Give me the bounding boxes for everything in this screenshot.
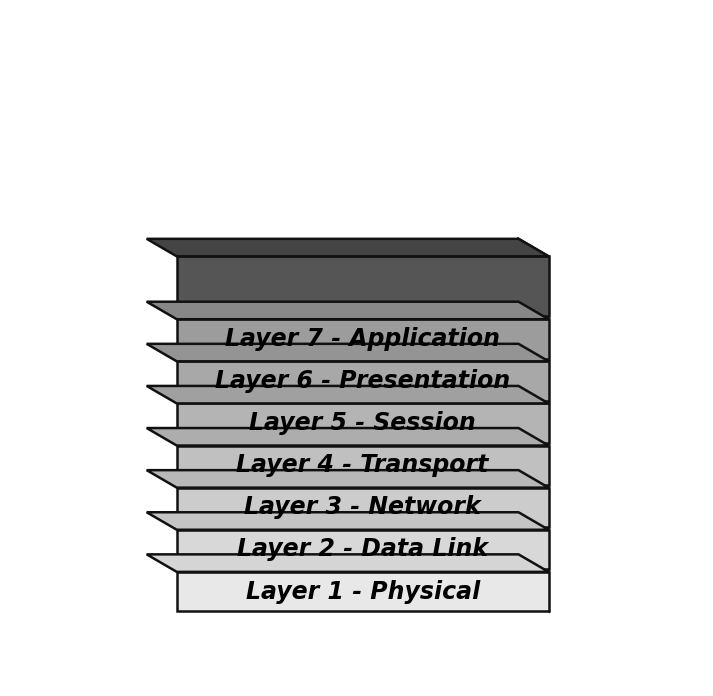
Polygon shape — [518, 386, 548, 443]
Bar — [177, 445, 548, 485]
Bar — [177, 572, 548, 611]
Text: Layer 1 - Physical: Layer 1 - Physical — [245, 580, 480, 603]
Text: Layer 4 - Transport: Layer 4 - Transport — [237, 453, 489, 477]
Polygon shape — [147, 386, 548, 404]
Polygon shape — [147, 428, 548, 445]
Text: Layer 6 - Presentation: Layer 6 - Presentation — [215, 369, 511, 393]
Text: Layer 5 - Session: Layer 5 - Session — [250, 411, 476, 435]
Bar — [177, 361, 548, 401]
Polygon shape — [147, 239, 548, 256]
Text: Layer 2 - Data Link: Layer 2 - Data Link — [237, 537, 488, 562]
Text: Layer 3 - Network: Layer 3 - Network — [245, 496, 481, 519]
Polygon shape — [518, 239, 548, 317]
Bar — [177, 404, 548, 443]
Polygon shape — [518, 301, 548, 358]
Polygon shape — [518, 428, 548, 485]
Bar — [177, 256, 548, 317]
Polygon shape — [147, 470, 548, 488]
Polygon shape — [147, 554, 548, 572]
Text: Layer 7 - Application: Layer 7 - Application — [225, 327, 501, 351]
Bar — [177, 530, 548, 569]
Bar — [177, 488, 548, 527]
Polygon shape — [147, 512, 548, 530]
Bar — [177, 319, 548, 358]
Polygon shape — [518, 554, 548, 611]
Polygon shape — [147, 301, 548, 319]
Polygon shape — [518, 470, 548, 527]
Polygon shape — [518, 344, 548, 401]
Polygon shape — [518, 512, 548, 569]
Polygon shape — [147, 344, 548, 361]
